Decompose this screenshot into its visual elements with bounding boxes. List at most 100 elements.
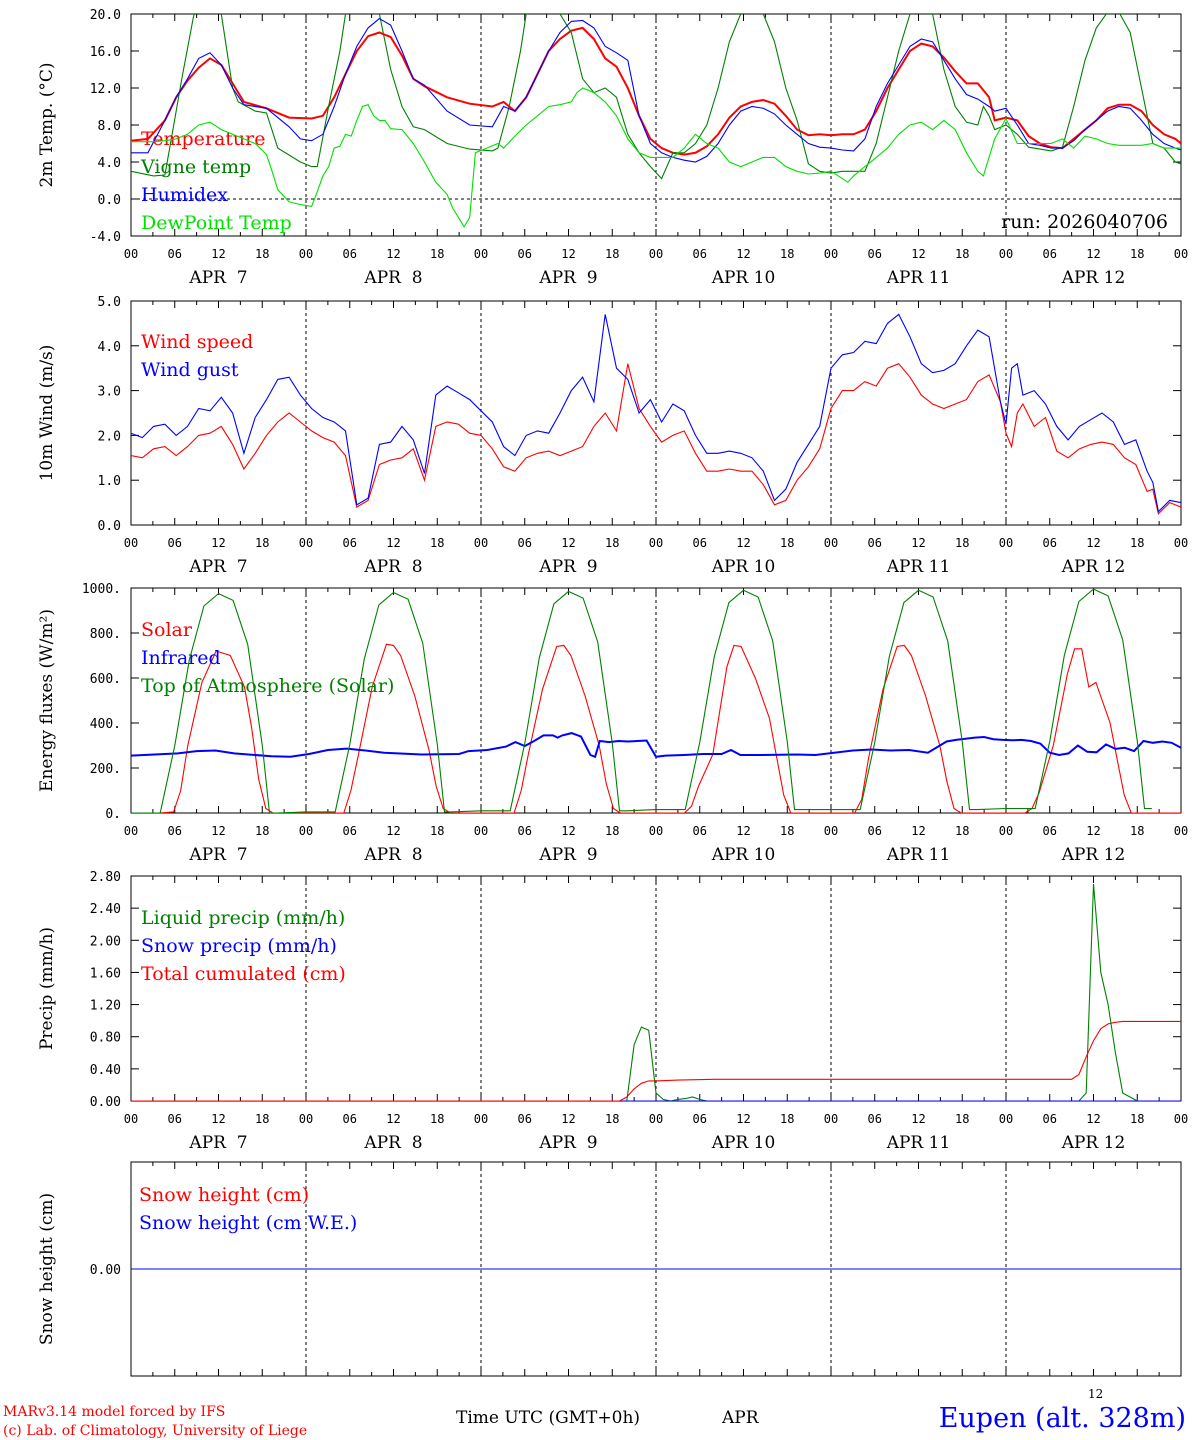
x-tick-label: 00 — [824, 1112, 838, 1126]
day-label: APR 9 — [538, 557, 597, 577]
x-tick-label: 00 — [1174, 247, 1188, 261]
series-line-top-of-atmosphere-solar- — [131, 588, 1152, 813]
x-tick-label: 00 — [1174, 824, 1188, 838]
y-tick-label: 0.00 — [90, 1263, 121, 1278]
x-tick-label: 12 — [736, 1112, 750, 1126]
x-tick-label: 06 — [343, 1112, 357, 1126]
series-line-liquid-precip-mm-h- — [131, 883, 1181, 1101]
x-tick-label: 06 — [693, 536, 707, 550]
y-tick-label: 20.0 — [90, 8, 121, 23]
y-tick-label: 800. — [90, 627, 121, 642]
legend-entry: Liquid precip (mm/h) — [141, 907, 345, 929]
x-tick-label: 00 — [124, 1112, 138, 1126]
x-tick-label: 12 — [1086, 1112, 1100, 1126]
series-line-infrared — [131, 732, 1181, 759]
x-tick-label: 18 — [1130, 247, 1144, 261]
x-tick-label: 00 — [474, 1112, 488, 1126]
y-tick-label: 600. — [90, 672, 121, 687]
x-tick-label: 06 — [343, 247, 357, 261]
y-tick-label: 0.80 — [90, 1031, 121, 1046]
x-tick-label: 12 — [1086, 824, 1100, 838]
x-tick-label: 00 — [649, 536, 663, 550]
day-label: APR 12 — [1061, 557, 1126, 577]
x-tick-label: 06 — [693, 824, 707, 838]
day-label: APR 7 — [188, 1133, 247, 1153]
day-label: APR 12 — [1061, 1133, 1126, 1153]
plot-frame — [130, 587, 1182, 814]
x-tick-label: 06 — [1043, 247, 1057, 261]
y-tick-label: 0.0 — [98, 519, 121, 534]
x-tick-label: 06 — [868, 1112, 882, 1126]
x-tick-label: 00 — [999, 1112, 1013, 1126]
x-tick-label: 12 — [1086, 536, 1100, 550]
x-tick-label: 00 — [1174, 536, 1188, 550]
wind-panel: 5.04.03.02.01.00.000 06 12 18 00 06 12 18 00 06 12… — [37, 295, 1188, 577]
legend-entry: Solar — [141, 619, 193, 641]
x-tick-label: 18 — [430, 536, 444, 550]
y-tick-label: 12.0 — [90, 82, 121, 97]
y-tick-label: 8.0 — [98, 119, 121, 134]
y-tick-label: 0. — [105, 807, 121, 822]
x-tick-label: 06 — [868, 824, 882, 838]
x-tick-label: 00 — [1174, 1112, 1188, 1126]
day-label: APR 9 — [538, 845, 597, 865]
series-line-humidex — [131, 17, 1181, 163]
y-tick-label: 1.60 — [90, 966, 121, 981]
x-tick-label: 12 — [911, 247, 925, 261]
day-label: APR 10 — [711, 1133, 776, 1153]
x-tick-label: 06 — [693, 247, 707, 261]
x-tick-label: 06 — [518, 247, 532, 261]
y-axis-label: Snow height (cm) — [37, 1193, 57, 1345]
day-label: APR 11 — [886, 268, 951, 288]
x-axis-month: APR — [721, 1408, 760, 1428]
y-tick-label: 1000. — [82, 582, 121, 597]
day-label: APR 10 — [711, 557, 776, 577]
x-tick-label: 12 — [561, 247, 575, 261]
x-tick-label: 12 — [561, 824, 575, 838]
legend-entry: Snow height (cm W.E.) — [139, 1212, 357, 1234]
y-tick-label: 5.0 — [98, 295, 121, 310]
x-tick-label: 06 — [518, 1112, 532, 1126]
y-tick-label: -4.0 — [90, 230, 121, 245]
day-label: APR 8 — [363, 845, 422, 865]
x-tick-label: 12 — [211, 247, 225, 261]
day-label: APR 11 — [886, 557, 951, 577]
x-tick-label: 18 — [780, 824, 794, 838]
x-tick-label: 00 — [299, 536, 313, 550]
x-tick-label: 00 — [999, 536, 1013, 550]
x-tick-label: 00 — [124, 247, 138, 261]
legend-entry: Vigne temp — [140, 156, 251, 178]
day-label: APR 7 — [188, 845, 247, 865]
x-tick-label: 00 — [299, 247, 313, 261]
y-tick-label: 4.0 — [98, 156, 121, 171]
y-tick-label: 2.0 — [98, 429, 121, 444]
x-tick-label: 00 — [824, 824, 838, 838]
legend-entry: Total cumulated (cm) — [141, 963, 346, 985]
x-tick-label: 18 — [605, 247, 619, 261]
x-tick-label: 18 — [430, 247, 444, 261]
x-tick-label: 12 — [736, 247, 750, 261]
legend-entry: Wind gust — [141, 359, 239, 381]
day-label: APR 12 — [1061, 845, 1126, 865]
x-tick-label: 18 — [605, 1112, 619, 1126]
x-tick-label: 18 — [255, 536, 269, 550]
x-tick-label: 18 — [255, 824, 269, 838]
x-tick-label: 06 — [168, 536, 182, 550]
x-tick-label: 18 — [605, 536, 619, 550]
x-tick-label: 06 — [693, 1112, 707, 1126]
x-tick-label: 18 — [605, 824, 619, 838]
x-tick-label: 06 — [168, 1112, 182, 1126]
x-tick-label: 18 — [955, 1112, 969, 1126]
y-tick-label: 400. — [90, 717, 121, 732]
series-line-wind-gust — [131, 313, 1181, 513]
x-tick-label: 00 — [649, 1112, 663, 1126]
x-tick-label: 18 — [430, 824, 444, 838]
x-tick-label: 00 — [999, 247, 1013, 261]
legend-entry: Wind speed — [141, 331, 253, 353]
snow-height-panel: 0.00 Snow height (cm) Snow height (cm) Snow… — [37, 1161, 1182, 1377]
x-tick-label: 12 — [911, 824, 925, 838]
x-tick-label: 06 — [1043, 824, 1057, 838]
x-tick-label: 06 — [1043, 1112, 1057, 1126]
